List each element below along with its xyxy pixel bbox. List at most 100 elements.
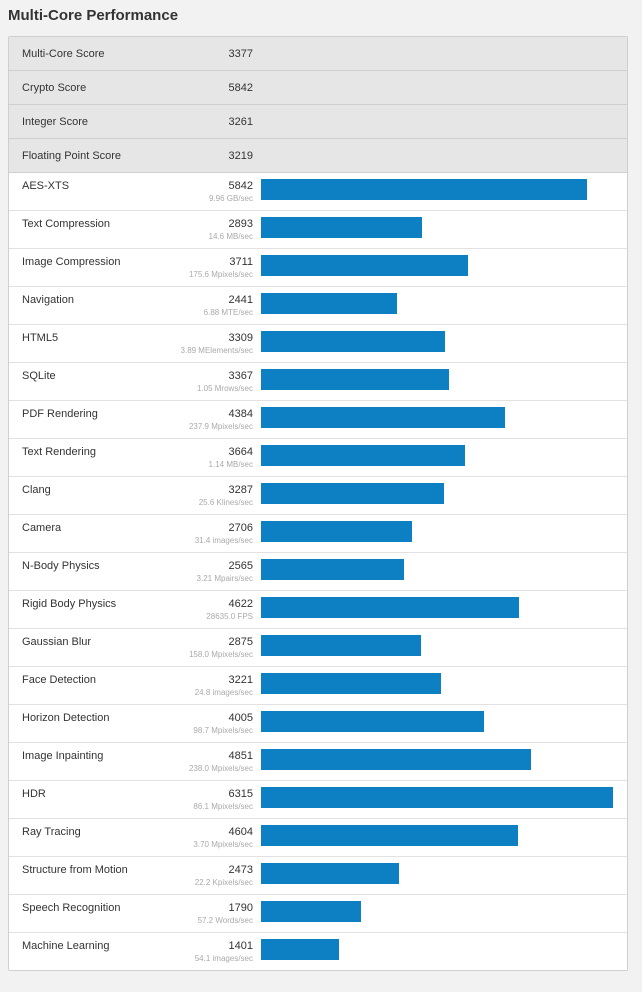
summary-label: Floating Point Score <box>22 150 122 162</box>
benchmark-row: Image Inpainting 4851 238.0 Mpixels/sec <box>9 743 627 781</box>
benchmark-row: Horizon Detection 4005 98.7 Mpixels/sec <box>9 705 627 743</box>
results-table: Multi-Core Score 3377 Crypto Score 5842 Inte… <box>8 36 628 971</box>
benchmark-name: Ray Tracing <box>22 826 81 838</box>
benchmark-name: Horizon Detection <box>22 712 110 724</box>
benchmark-row: Clang 3287 25.6 Klines/sec <box>9 477 627 515</box>
summary-row: Floating Point Score 3219 <box>9 139 627 173</box>
benchmark-score: 4604 <box>228 826 253 838</box>
summary-score: 5842 <box>228 82 253 94</box>
benchmark-score: 3664 <box>228 446 253 458</box>
benchmark-row: Navigation 2441 6.88 MTE/sec <box>9 287 627 325</box>
benchmark-name: SQLite <box>22 370 56 382</box>
benchmark-name: Rigid Body Physics <box>22 598 117 610</box>
summary-row: Multi-Core Score 3377 <box>9 37 627 71</box>
benchmark-row: HTML5 3309 3.89 MElements/sec <box>9 325 627 363</box>
score-bar <box>261 559 404 580</box>
benchmark-score: 2893 <box>228 218 253 230</box>
score-bar <box>261 179 587 200</box>
benchmark-score: 1401 <box>228 940 253 952</box>
benchmark-score: 2565 <box>228 560 253 572</box>
score-bar <box>261 825 518 846</box>
benchmark-name: PDF Rendering <box>22 408 98 420</box>
benchmark-rate: 3.89 MElements/sec <box>180 346 253 355</box>
benchmark-name: Camera <box>22 522 62 534</box>
benchmark-score: 3221 <box>228 674 253 686</box>
benchmark-name: Face Detection <box>22 674 96 686</box>
score-bar <box>261 939 339 960</box>
score-bar <box>261 331 445 352</box>
benchmark-row: Rigid Body Physics 4622 28635.0 FPS <box>9 591 627 629</box>
benchmark-rate: 25.6 Klines/sec <box>198 498 253 507</box>
benchmark-row: AES-XTS 5842 9.96 GB/sec <box>9 173 627 211</box>
benchmark-row: Machine Learning 1401 54.1 images/sec <box>9 933 627 970</box>
benchmark-score: 2473 <box>228 864 253 876</box>
benchmark-row: Image Compression 3711 175.6 Mpixels/sec <box>9 249 627 287</box>
benchmark-row: HDR 6315 86.1 Mpixels/sec <box>9 781 627 819</box>
benchmark-score: 6315 <box>228 788 253 800</box>
benchmark-score: 2706 <box>228 522 253 534</box>
benchmark-row: Ray Tracing 4604 3.70 Mpixels/sec <box>9 819 627 857</box>
benchmark-score: 4005 <box>228 712 253 724</box>
benchmark-name: Image Inpainting <box>22 750 104 762</box>
benchmark-score: 5842 <box>228 180 253 192</box>
benchmark-rate: 98.7 Mpixels/sec <box>193 726 253 735</box>
benchmark-score: 4384 <box>228 408 253 420</box>
benchmark-rate: 22.2 Kpixels/sec <box>194 878 253 887</box>
benchmark-name: Text Rendering <box>22 446 96 458</box>
benchmark-rate: 54.1 images/sec <box>194 954 253 963</box>
score-bar <box>261 673 441 694</box>
benchmark-row: Gaussian Blur 2875 158.0 Mpixels/sec <box>9 629 627 667</box>
benchmark-name: Clang <box>22 484 51 496</box>
benchmark-score: 3711 <box>229 256 253 268</box>
summary-score: 3219 <box>228 150 253 162</box>
benchmark-rate: 86.1 Mpixels/sec <box>193 802 253 811</box>
benchmark-score: 4622 <box>228 598 253 610</box>
benchmark-name: Machine Learning <box>22 940 110 952</box>
benchmark-rate: 3.21 Mpairs/sec <box>196 574 253 583</box>
page-title: Multi-Core Performance <box>8 7 179 24</box>
score-bar <box>261 635 421 656</box>
summary-label: Crypto Score <box>22 82 87 94</box>
score-bar <box>261 407 505 428</box>
benchmark-score: 1790 <box>228 902 253 914</box>
score-bar <box>261 901 361 922</box>
benchmark-score: 2441 <box>228 294 253 306</box>
benchmark-row: N-Body Physics 2565 3.21 Mpairs/sec <box>9 553 627 591</box>
benchmark-score: 3287 <box>228 484 253 496</box>
benchmark-rate: 57.2 Words/sec <box>197 916 253 925</box>
benchmark-rate: 28635.0 FPS <box>206 612 253 621</box>
benchmark-row: Text Compression 2893 14.6 MB/sec <box>9 211 627 249</box>
benchmark-rate: 3.70 Mpixels/sec <box>193 840 253 849</box>
benchmark-score: 4851 <box>228 750 253 762</box>
benchmark-rate: 14.6 MB/sec <box>208 232 253 241</box>
benchmark-score: 3309 <box>228 332 253 344</box>
summary-section: Multi-Core Score 3377 Crypto Score 5842 Inte… <box>9 37 627 173</box>
benchmark-name: Navigation <box>22 294 74 306</box>
benchmark-name: Structure from Motion <box>22 864 128 876</box>
score-bar <box>261 293 397 314</box>
benchmark-name: Image Compression <box>22 256 121 268</box>
benchmark-name: N-Body Physics <box>22 560 100 572</box>
score-bar <box>261 863 399 884</box>
score-bar <box>261 711 484 732</box>
benchmark-rate: 237.9 Mpixels/sec <box>188 422 253 431</box>
benchmark-name: HTML5 <box>22 332 59 344</box>
benchmark-row: Structure from Motion 2473 22.2 Kpixels/se… <box>9 857 627 895</box>
summary-row: Integer Score 3261 <box>9 105 627 139</box>
benchmark-section: AES-XTS 5842 9.96 GB/sec Text Compression 28… <box>9 173 627 970</box>
benchmark-rate: 1.05 Mrows/sec <box>196 384 253 393</box>
score-bar <box>261 749 531 770</box>
benchmark-rate: 1.14 MB/sec <box>208 460 253 469</box>
benchmark-row: Speech Recognition 1790 57.2 Words/sec <box>9 895 627 933</box>
benchmark-row: Face Detection 3221 24.8 images/sec <box>9 667 627 705</box>
score-bar <box>261 521 412 542</box>
benchmark-name: Gaussian Blur <box>22 636 92 648</box>
benchmark-rate: 158.0 Mpixels/sec <box>188 650 253 659</box>
benchmark-rate: 31.4 images/sec <box>194 536 253 545</box>
benchmark-row: SQLite 3367 1.05 Mrows/sec <box>9 363 627 401</box>
summary-row: Crypto Score 5842 <box>9 71 627 105</box>
score-bar <box>261 483 444 504</box>
summary-label: Multi-Core Score <box>22 48 105 60</box>
benchmark-rate: 6.88 MTE/sec <box>203 308 253 317</box>
benchmark-score: 2875 <box>228 636 253 648</box>
